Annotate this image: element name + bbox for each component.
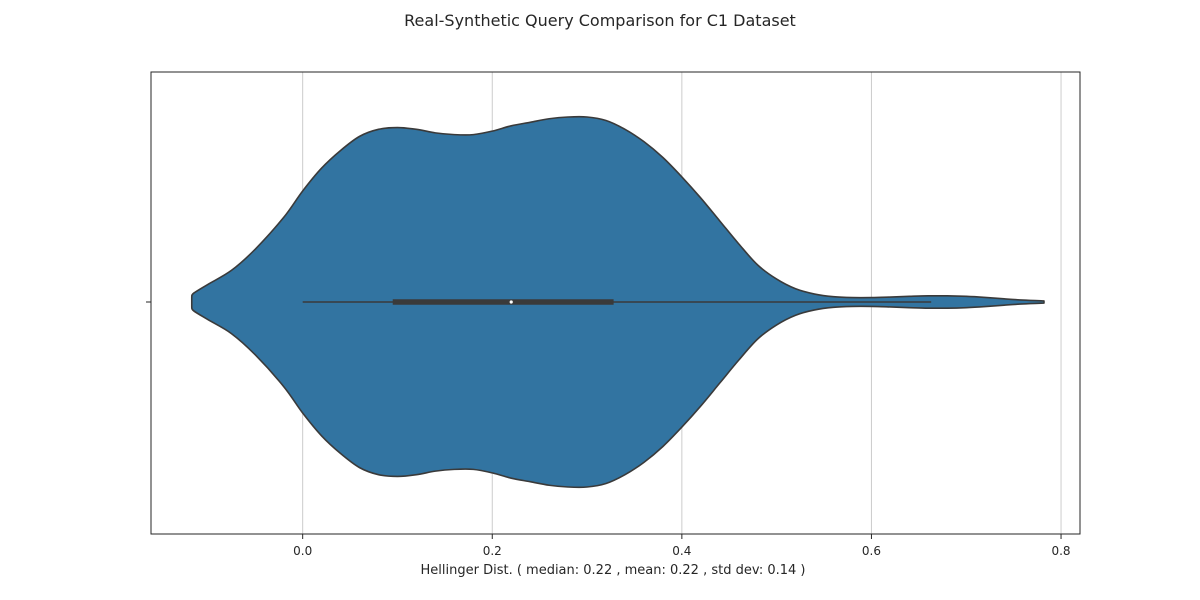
x-tick-label: 0.2 [483, 544, 502, 558]
x-tick-label: 0.4 [672, 544, 691, 558]
box-plot-group [302, 299, 932, 305]
x-tick-label: 0.6 [862, 544, 881, 558]
x-tick-labels: 0.0 0.2 0.4 0.6 0.8 [293, 534, 1071, 558]
x-tick-label: 0.0 [293, 544, 312, 558]
median-dot [509, 300, 513, 304]
chart-title: Real-Synthetic Query Comparison for C1 D… [404, 11, 796, 30]
plot-frame [150, 71, 1081, 535]
x-axis-label: Hellinger Dist. ( median: 0.22 , mean: 0… [421, 563, 806, 578]
x-tick-label: 0.8 [1051, 544, 1070, 558]
